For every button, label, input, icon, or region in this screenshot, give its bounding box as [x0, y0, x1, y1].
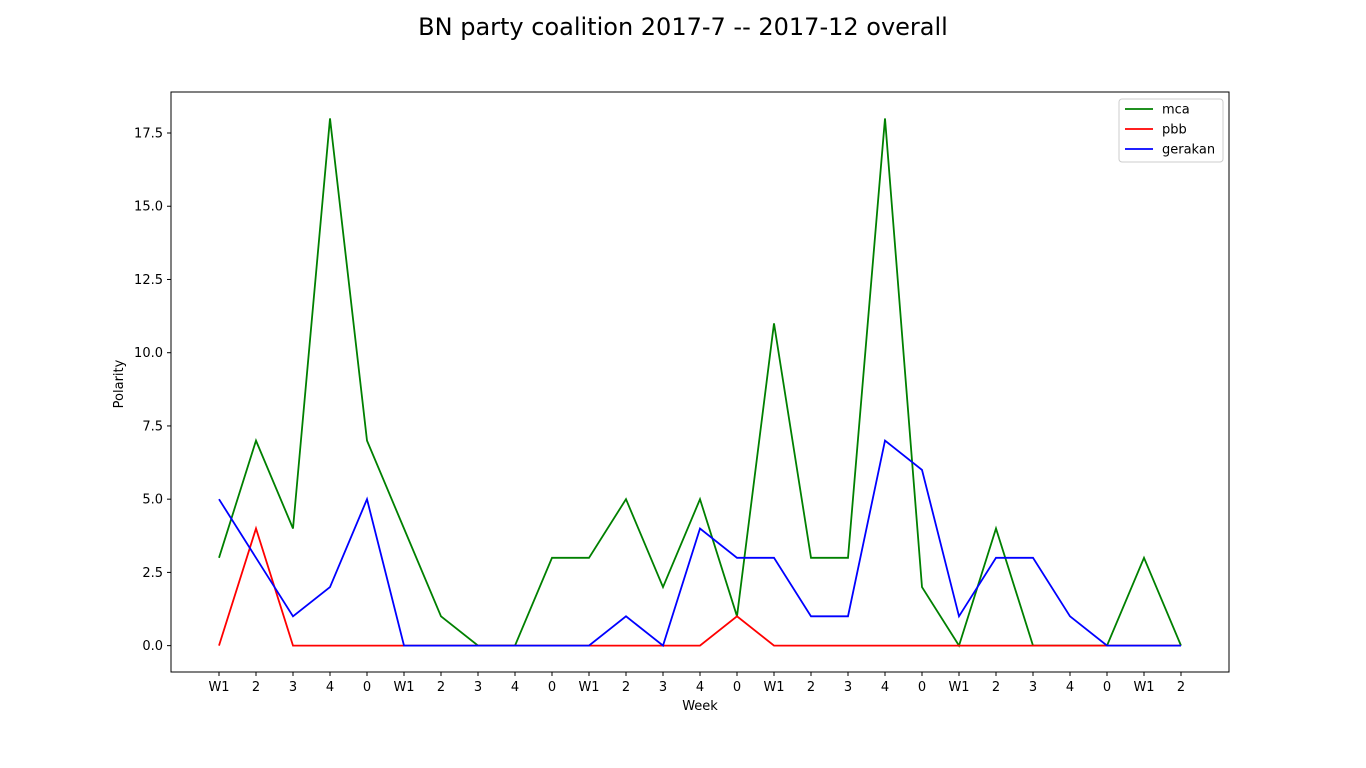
- series-line-gerakan: [218, 438, 1181, 648]
- x-tick-label: 4: [1066, 680, 1074, 695]
- y-tick-label: 5.0: [142, 493, 163, 508]
- x-tick-label: 0: [1103, 680, 1111, 695]
- x-tick-label: W1: [948, 680, 969, 695]
- series-line-pbb: [218, 525, 1181, 647]
- x-tick-label: 3: [289, 680, 297, 695]
- x-tick-label: 3: [659, 680, 667, 695]
- y-tick-label: 7.5: [142, 419, 163, 434]
- y-tick-label: 0.0: [142, 639, 163, 654]
- x-tick-label: 0: [548, 680, 556, 695]
- x-tick-label: 2: [252, 680, 260, 695]
- x-tick-label: 0: [733, 680, 741, 695]
- y-tick-label: 10.0: [134, 346, 163, 361]
- x-tick-label: W1: [763, 680, 784, 695]
- x-tick-label: 3: [844, 680, 852, 695]
- chart-title: BN party coalition 2017-7 -- 2017-12 ove…: [418, 13, 948, 41]
- x-axis: W1 2 3 4 0 W1 2 3 4 0 W1 2 3 4 0 W1 2 3 4 0 W1 2 3 4 0 W1 2: [208, 672, 1185, 695]
- legend-label-gerakan: gerakan: [1162, 143, 1215, 158]
- x-tick-label: 4: [881, 680, 889, 695]
- y-axis: 0.0 2.5 5.0 7.5 10.0 12.5 15.0 17.5: [134, 127, 171, 654]
- y-tick-label: 17.5: [134, 127, 163, 142]
- series-lines: [218, 118, 1182, 648]
- x-tick-label: 4: [696, 680, 704, 695]
- x-tick-label: 0: [363, 680, 371, 695]
- x-tick-label: 3: [1029, 680, 1037, 695]
- y-tick-label: 15.0: [134, 200, 163, 215]
- legend-box: [1118, 98, 1224, 163]
- x-tick-label: W1: [208, 680, 229, 695]
- series-line-mca: [218, 118, 1182, 648]
- x-tick-label: 2: [992, 680, 1000, 695]
- y-axis-title: Polarity: [112, 359, 127, 408]
- x-tick-label: 0: [918, 680, 926, 695]
- x-tick-label: 4: [326, 680, 334, 695]
- y-tick-label: 12.5: [134, 273, 163, 288]
- x-tick-label: W1: [393, 680, 414, 695]
- x-tick-label: W1: [1133, 680, 1154, 695]
- plot-area: [170, 91, 1230, 673]
- x-tick-label: 2: [622, 680, 630, 695]
- x-tick-label: 2: [1177, 680, 1185, 695]
- legend-label-pbb: pbb: [1162, 123, 1187, 138]
- x-tick-label: 2: [807, 680, 815, 695]
- x-axis-title: Week: [682, 699, 718, 714]
- y-tick-label: 2.5: [142, 566, 163, 581]
- x-tick-label: 3: [474, 680, 482, 695]
- x-tick-label: 2: [437, 680, 445, 695]
- x-tick-label: 4: [511, 680, 519, 695]
- legend-label-mca: mca: [1162, 103, 1190, 118]
- x-tick-label: W1: [578, 680, 599, 695]
- legend: mca pbb gerakan: [1118, 98, 1224, 163]
